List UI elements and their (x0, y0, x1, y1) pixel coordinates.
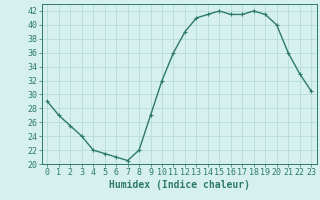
X-axis label: Humidex (Indice chaleur): Humidex (Indice chaleur) (109, 180, 250, 190)
